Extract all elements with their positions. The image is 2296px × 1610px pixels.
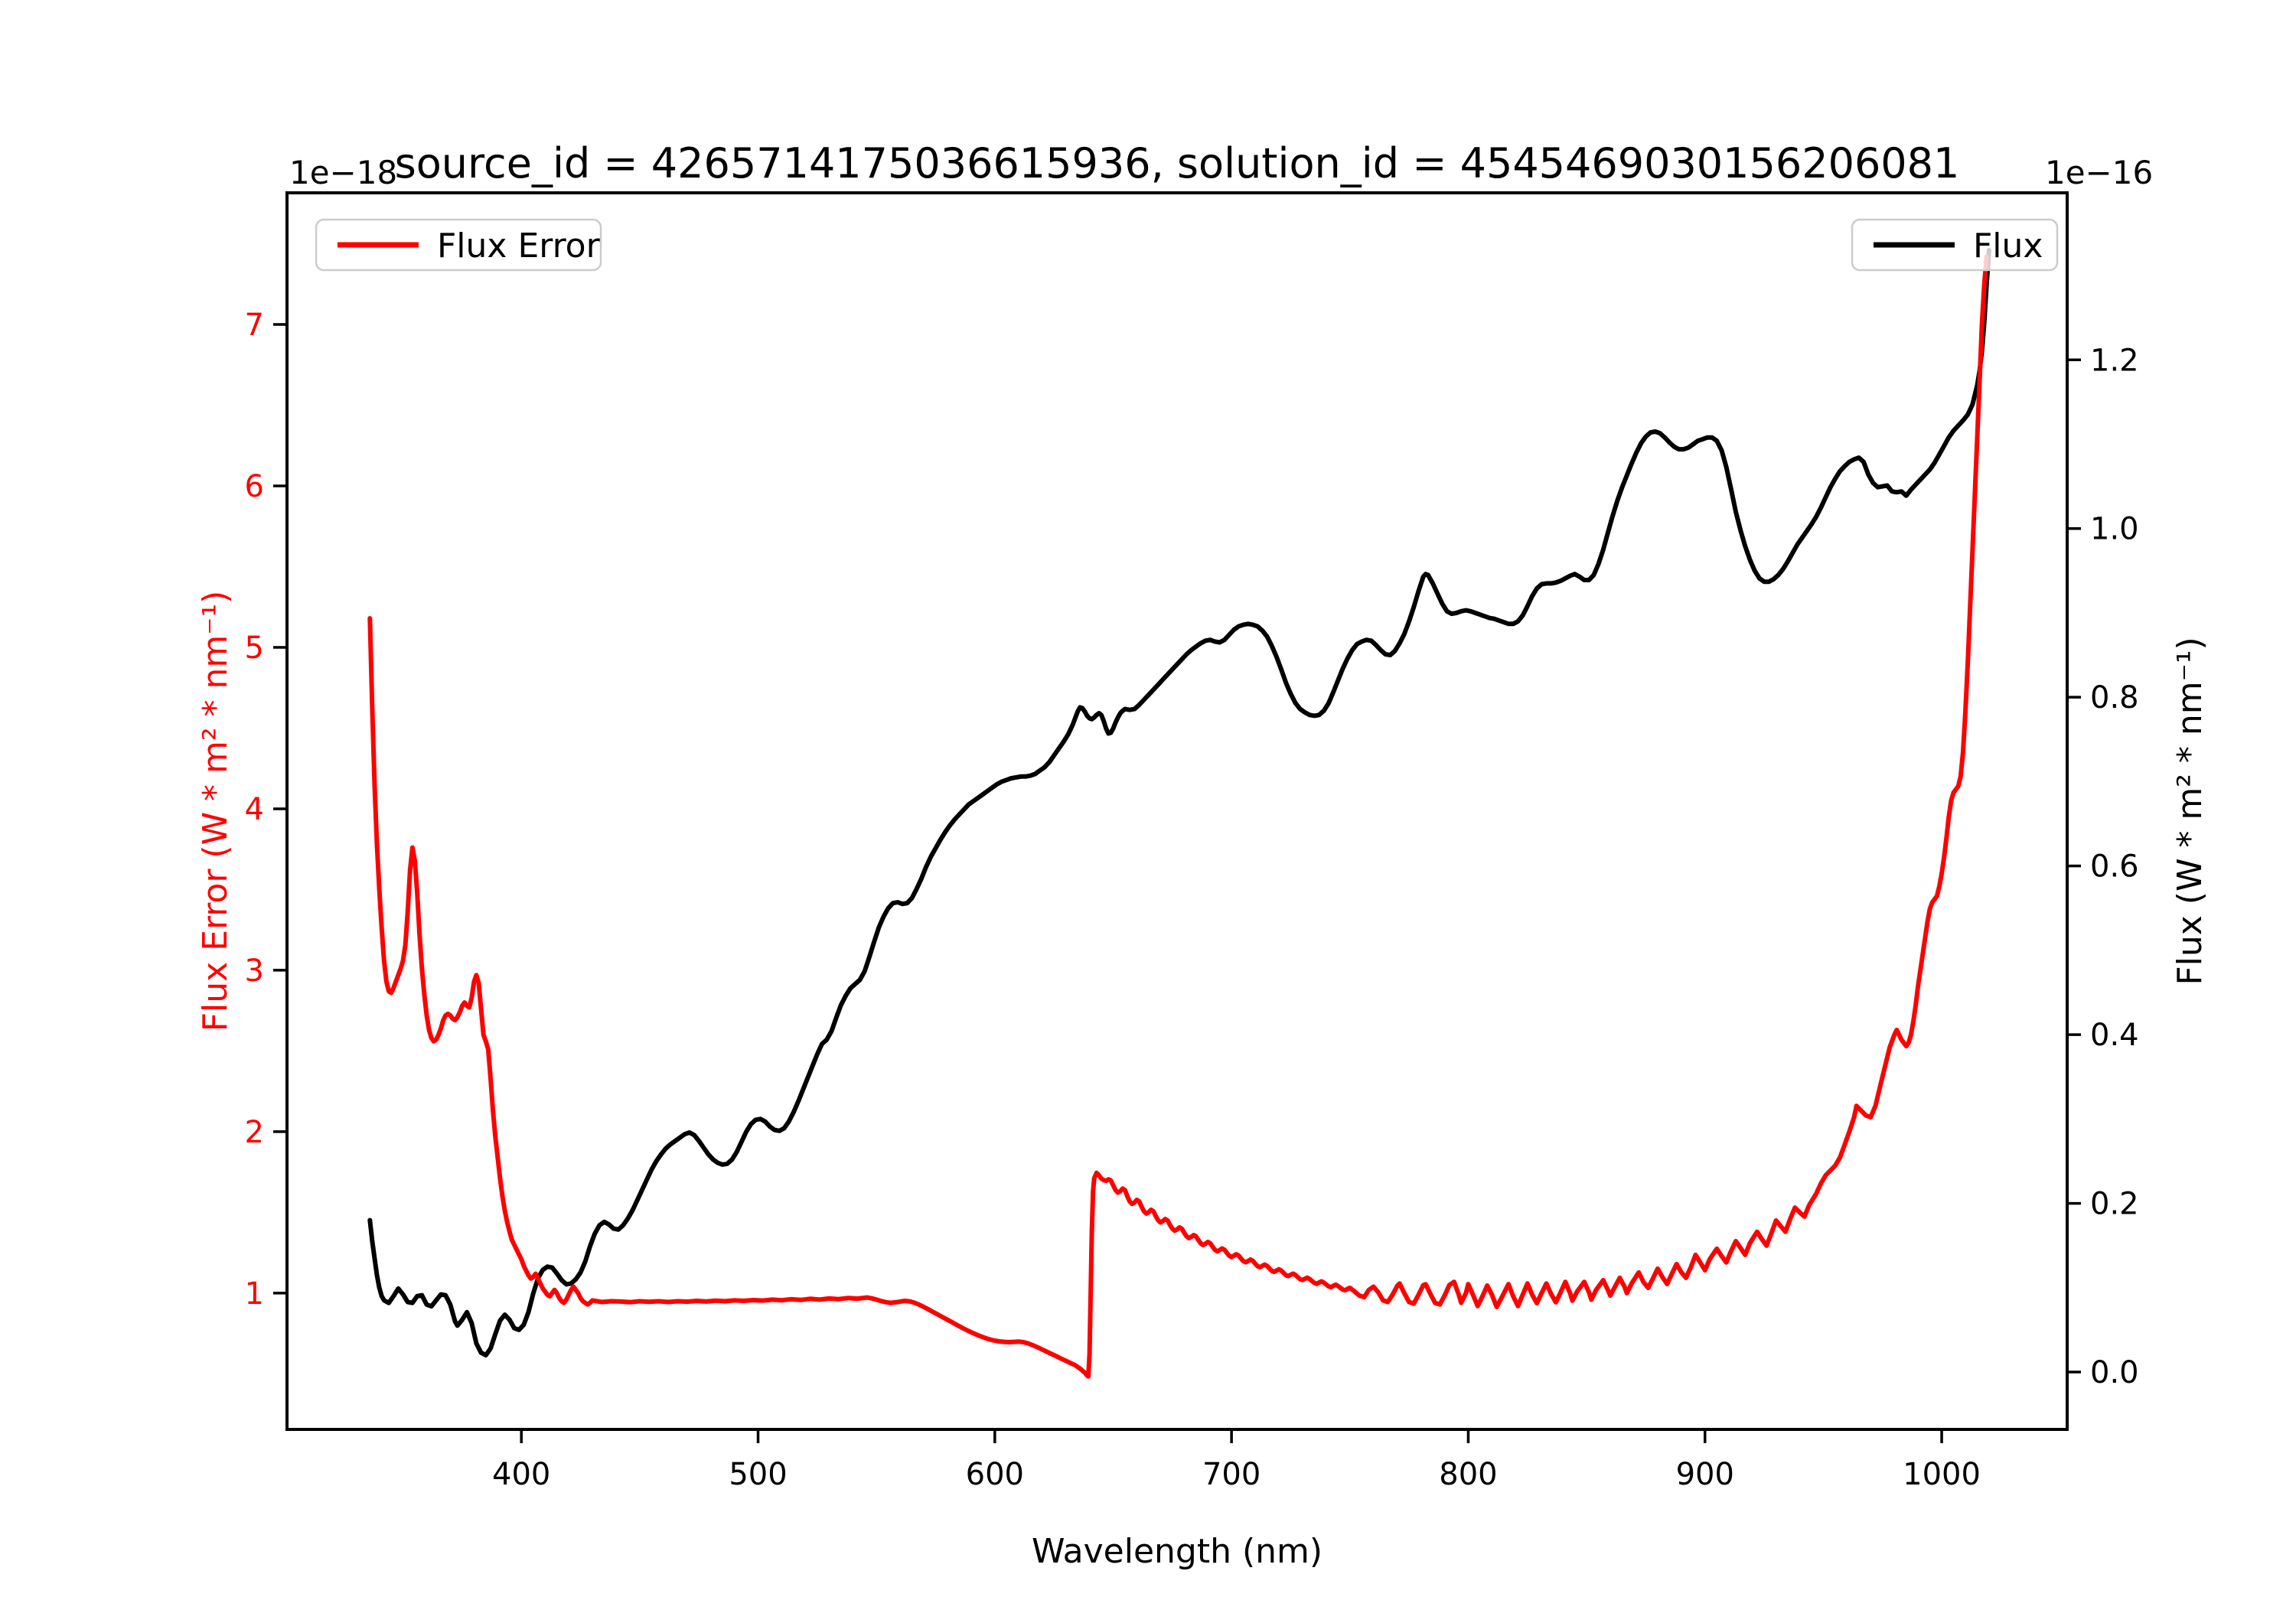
left-y-axis-ticks: 1 2 3 4 5 6 7	[245, 308, 287, 1312]
left-y-tick-label: 6	[245, 469, 264, 504]
x-tick-label: 500	[729, 1457, 787, 1492]
x-tick-label: 600	[966, 1457, 1024, 1492]
flux-curve	[367, 248, 1991, 1357]
right-y-tick-label: 1.2	[2090, 343, 2139, 378]
left-y-axis-label: Flux Error (W * m² * nm⁻¹)	[196, 591, 235, 1032]
right-y-tick-label: 0.2	[2090, 1187, 2139, 1222]
left-y-tick-label: 4	[245, 792, 264, 827]
legend-flux-error-box	[315, 218, 602, 272]
legend-flux-error-label: Flux Error	[437, 227, 601, 266]
right-y-tick-label: 0.6	[2090, 849, 2139, 885]
legend-flux: Flux	[1851, 218, 2059, 272]
legend-flux-error: Flux Error	[315, 218, 602, 272]
x-axis-ticks: 400 500 600 700 800 900 1000	[492, 1429, 1981, 1492]
left-y-tick-label: 3	[245, 953, 264, 989]
x-tick-label: 1000	[1903, 1457, 1981, 1492]
left-y-tick-label: 5	[245, 631, 264, 666]
right-y-tick-label: 0.4	[2090, 1018, 2139, 1053]
chart-title: source_id = 4265714175036615936, solutio…	[395, 139, 1960, 187]
right-axis-offset-text: 1e−16	[2045, 154, 2153, 191]
x-tick-label: 400	[492, 1457, 550, 1492]
left-y-tick-label: 2	[245, 1115, 264, 1150]
right-y-tick-label: 1.0	[2090, 512, 2139, 547]
right-y-tick-label: 0.8	[2090, 680, 2139, 715]
x-tick-label: 700	[1202, 1457, 1261, 1492]
left-y-tick-label: 7	[245, 308, 264, 343]
x-tick-label: 800	[1439, 1457, 1497, 1492]
x-tick-label: 900	[1676, 1457, 1734, 1492]
left-axis-offset-text: 1e−18	[289, 154, 397, 191]
flux-error-curve	[367, 254, 1989, 1379]
axes-spines	[285, 191, 2069, 1431]
plot-area	[287, 193, 2067, 1429]
right-y-tick-label: 0.0	[2090, 1355, 2139, 1390]
right-y-axis-ticks: 0.0 0.2 0.4 0.6 0.8 1.0 1.2	[2067, 343, 2139, 1390]
left-y-tick-label: 1	[245, 1276, 264, 1312]
right-y-axis-label: Flux (W * m² * nm⁻¹)	[2170, 637, 2210, 985]
legend-flux-label: Flux	[1973, 227, 2043, 266]
x-axis-label: Wavelength (nm)	[1032, 1532, 1322, 1571]
